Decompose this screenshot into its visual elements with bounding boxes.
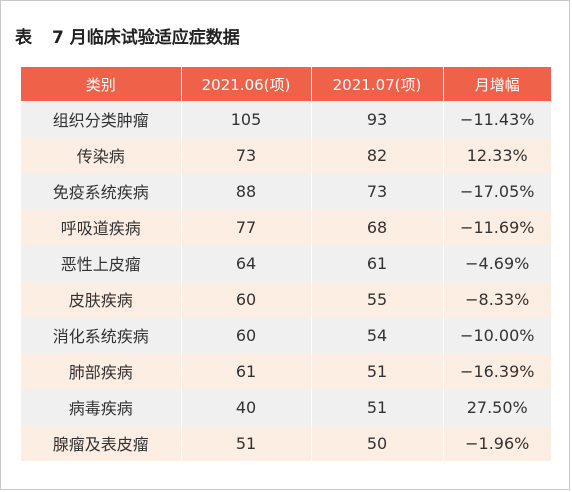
cell-june-count: 88 <box>181 173 312 209</box>
cell-category: 皮肤疾病 <box>21 281 182 317</box>
table-row: 恶性上皮瘤 64 61 −4.69% <box>21 245 551 281</box>
cell-july-count: 93 <box>311 101 444 137</box>
cell-june-count: 77 <box>181 209 312 245</box>
cell-monthly-change: −8.33% <box>443 281 551 317</box>
table-row: 免疫系统疾病 88 73 −17.05% <box>21 173 551 209</box>
header-june: 2021.06(项) <box>181 67 312 101</box>
table-row: 腺瘤及表皮瘤 51 50 −1.96% <box>21 425 551 461</box>
table-row: 肺部疾病 61 51 −16.39% <box>21 353 551 389</box>
cell-july-count: 50 <box>311 425 444 461</box>
table-body: 组织分类肿瘤 105 93 −11.43% 传染病 73 82 12.33% 免疫系统疾病 88 7… <box>21 101 551 461</box>
cell-category: 病毒疾病 <box>21 389 182 425</box>
cell-june-count: 64 <box>181 245 312 281</box>
cell-monthly-change: 12.33% <box>443 137 551 173</box>
cell-july-count: 51 <box>311 389 444 425</box>
table-title-prefix: 表 <box>15 27 32 48</box>
data-table: 类别 2021.06(项) 2021.07(项) 月增幅 组织分类肿瘤 105 93… <box>21 67 551 461</box>
header-category: 类别 <box>21 67 182 101</box>
header-july: 2021.07(项) <box>311 67 444 101</box>
cell-category: 肺部疾病 <box>21 353 182 389</box>
cell-category: 恶性上皮瘤 <box>21 245 182 281</box>
cell-monthly-change: −10.00% <box>443 317 551 353</box>
cell-monthly-change: −16.39% <box>443 353 551 389</box>
cell-june-count: 73 <box>181 137 312 173</box>
table-header-row: 类别 2021.06(项) 2021.07(项) 月增幅 <box>21 67 551 101</box>
cell-monthly-change: −11.43% <box>443 101 551 137</box>
table-row: 皮肤疾病 60 55 −8.33% <box>21 281 551 317</box>
cell-june-count: 105 <box>181 101 312 137</box>
cell-monthly-change: −11.69% <box>443 209 551 245</box>
cell-category: 呼吸道疾病 <box>21 209 182 245</box>
table-row: 传染病 73 82 12.33% <box>21 137 551 173</box>
cell-monthly-change: 27.50% <box>443 389 551 425</box>
cell-category: 传染病 <box>21 137 182 173</box>
cell-july-count: 73 <box>311 173 444 209</box>
cell-june-count: 40 <box>181 389 312 425</box>
cell-july-count: 51 <box>311 353 444 389</box>
table-title-text: 7 月临床试验适应症数据 <box>52 27 240 48</box>
table-row: 呼吸道疾病 77 68 −11.69% <box>21 209 551 245</box>
cell-june-count: 61 <box>181 353 312 389</box>
cell-june-count: 60 <box>181 281 312 317</box>
cell-monthly-change: −17.05% <box>443 173 551 209</box>
cell-july-count: 82 <box>311 137 444 173</box>
table-row: 组织分类肿瘤 105 93 −11.43% <box>21 101 551 137</box>
cell-category: 腺瘤及表皮瘤 <box>21 425 182 461</box>
cell-category: 免疫系统疾病 <box>21 173 182 209</box>
cell-june-count: 51 <box>181 425 312 461</box>
cell-monthly-change: −1.96% <box>443 425 551 461</box>
cell-july-count: 55 <box>311 281 444 317</box>
cell-june-count: 60 <box>181 317 312 353</box>
table-row: 病毒疾病 40 51 27.50% <box>21 389 551 425</box>
cell-july-count: 54 <box>311 317 444 353</box>
cell-category: 组织分类肿瘤 <box>21 101 182 137</box>
cell-july-count: 68 <box>311 209 444 245</box>
cell-monthly-change: −4.69% <box>443 245 551 281</box>
bottom-spacer <box>21 463 551 467</box>
header-monthly-change: 月增幅 <box>443 67 551 101</box>
cell-category: 消化系统疾病 <box>21 317 182 353</box>
table-title: 表 7 月临床试验适应症数据 <box>15 23 240 48</box>
cell-july-count: 61 <box>311 245 444 281</box>
table-row: 消化系统疾病 60 54 −10.00% <box>21 317 551 353</box>
